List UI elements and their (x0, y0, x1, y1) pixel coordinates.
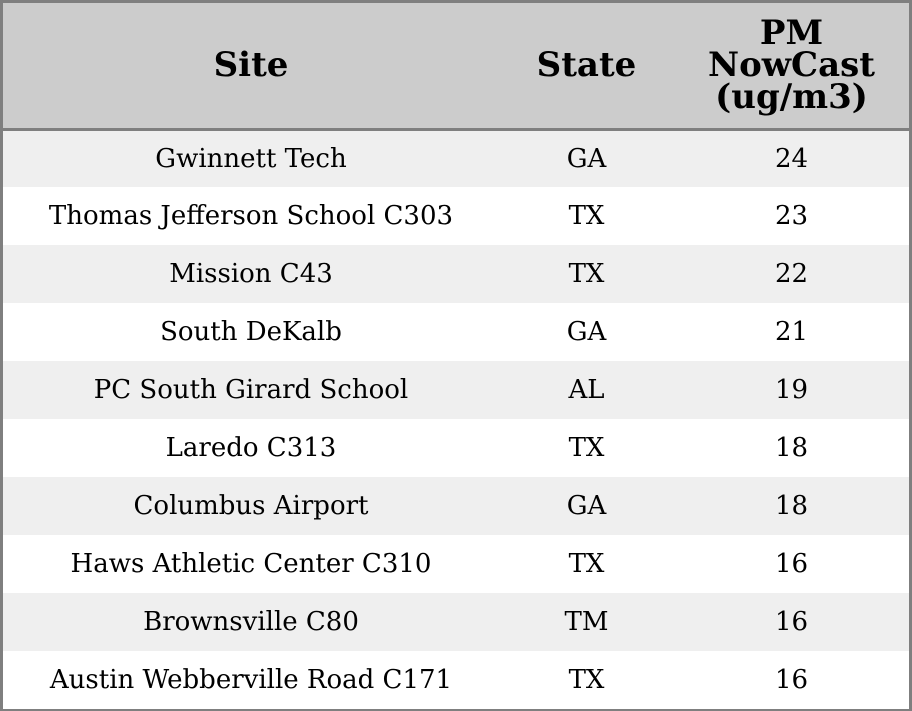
cell-pm-nowcast: 19 (774, 375, 809, 405)
cell-site: South DeKalb (160, 317, 342, 347)
column-header-site: Site (3, 3, 499, 131)
cell-site: PC South Girard School (93, 375, 409, 405)
cell-state: TM (564, 607, 609, 637)
cell-pm-nowcast: 22 (774, 259, 809, 289)
table-row: South DeKalb GA 21 (3, 303, 909, 361)
cell-state: TX (568, 665, 605, 695)
cell-state: AL (568, 375, 605, 405)
pm-nowcast-table: Site State PM NowCast (ug/m3) Gwinnett T… (3, 3, 909, 709)
table-header: Site State PM NowCast (ug/m3) (3, 3, 909, 131)
column-header-pm-line-1: PM (759, 13, 824, 54)
cell-state: TX (568, 549, 605, 579)
cell-pm-nowcast: 21 (774, 317, 809, 347)
cell-site: Gwinnett Tech (155, 143, 347, 174)
cell-pm-nowcast: 18 (774, 491, 809, 521)
table-row: Brownsville C80 TM 16 (3, 593, 909, 651)
cell-pm-nowcast: 16 (774, 549, 809, 579)
cell-state: TX (568, 259, 605, 289)
cell-pm-nowcast: 18 (774, 433, 809, 463)
cell-state: GA (566, 143, 607, 174)
cell-site: Laredo C313 (165, 433, 337, 463)
cell-site: Brownsville C80 (143, 607, 359, 637)
table-row: Mission C43 TX 22 (3, 245, 909, 303)
table-row: Laredo C313 TX 18 (3, 419, 909, 477)
cell-site: Austin Webberville Road C171 (49, 665, 453, 695)
column-header-pm-line-3: (ug/m3) (715, 77, 868, 118)
cell-site: Columbus Airport (133, 491, 369, 521)
cell-pm-nowcast: 23 (774, 201, 809, 231)
table-row: Gwinnett Tech GA 24 (3, 129, 909, 187)
table-row: Columbus Airport GA 18 (3, 477, 909, 535)
cell-state: TX (568, 433, 605, 463)
cell-site: Mission C43 (169, 259, 333, 289)
cell-site: Haws Athletic Center C310 (70, 549, 432, 579)
table-row: Austin Webberville Road C171 TX 16 (3, 651, 909, 709)
table-row: Thomas Jefferson School C303 TX 23 (3, 187, 909, 245)
cell-pm-nowcast: 16 (774, 665, 809, 695)
header-row: Site State PM NowCast (ug/m3) (3, 3, 909, 131)
cell-state: GA (566, 317, 607, 347)
column-header-state: State (499, 3, 674, 131)
cell-pm-nowcast: 24 (774, 143, 809, 174)
cell-pm-nowcast: 16 (774, 607, 809, 637)
cell-site: Thomas Jefferson School C303 (48, 201, 454, 231)
table-row: PC South Girard School AL 19 (3, 361, 909, 419)
cell-state: TX (568, 201, 605, 231)
cell-state: GA (566, 491, 607, 521)
column-header-pm-line-2: NowCast (708, 45, 875, 86)
table-body: Gwinnett Tech GA 24 Thomas Jefferson School… (3, 129, 909, 709)
column-header-pm-nowcast: PM NowCast (ug/m3) (674, 3, 909, 131)
table-row: Haws Athletic Center C310 TX 16 (3, 535, 909, 593)
